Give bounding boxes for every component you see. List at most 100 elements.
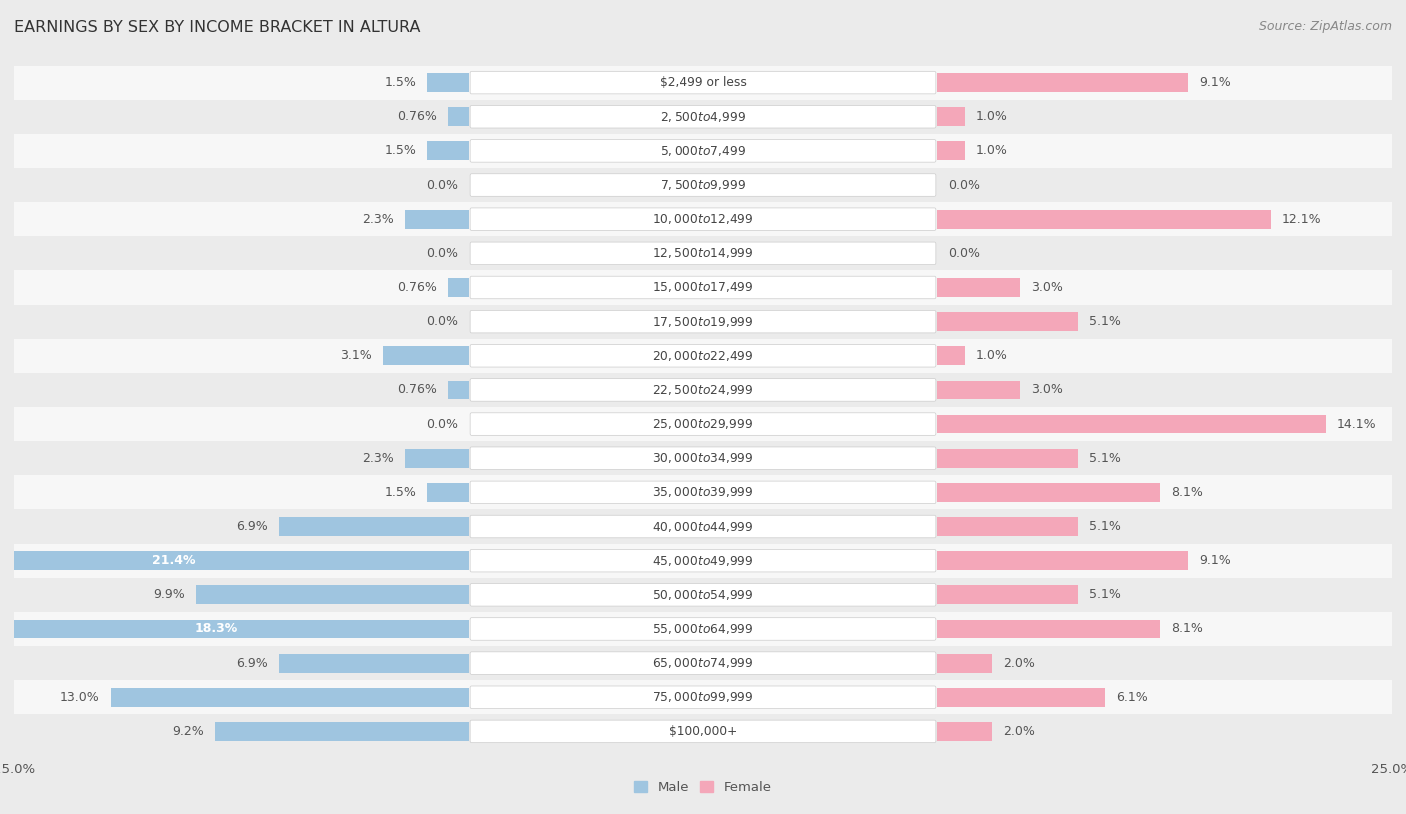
Bar [14,168,1392,202]
Bar [14,65,1392,99]
Bar [0,619,468,638]
Text: 13.0%: 13.0% [59,691,100,704]
Bar [14,544,1392,578]
Text: $40,000 to $44,999: $40,000 to $44,999 [652,519,754,533]
Text: 0.0%: 0.0% [948,247,980,260]
Bar [938,278,1019,297]
Bar [938,449,1078,467]
Text: 9.9%: 9.9% [153,589,186,602]
Bar [427,483,468,501]
Bar [215,722,468,741]
FancyBboxPatch shape [470,106,936,128]
Bar [14,441,1392,475]
Text: $55,000 to $64,999: $55,000 to $64,999 [652,622,754,636]
Bar [14,475,1392,510]
Bar [449,278,468,297]
FancyBboxPatch shape [470,515,936,538]
Text: 2.0%: 2.0% [1004,725,1035,738]
FancyBboxPatch shape [470,584,936,606]
Text: EARNINGS BY SEX BY INCOME BRACKET IN ALTURA: EARNINGS BY SEX BY INCOME BRACKET IN ALT… [14,20,420,35]
Bar [938,619,1160,638]
Text: $2,499 or less: $2,499 or less [659,76,747,89]
Bar [278,517,468,536]
Bar [111,688,468,707]
FancyBboxPatch shape [470,276,936,299]
FancyBboxPatch shape [470,413,936,435]
FancyBboxPatch shape [470,242,936,265]
Text: $65,000 to $74,999: $65,000 to $74,999 [652,656,754,670]
Bar [14,270,1392,304]
Text: 1.0%: 1.0% [976,144,1008,157]
FancyBboxPatch shape [470,72,936,94]
Text: $35,000 to $39,999: $35,000 to $39,999 [652,485,754,499]
Bar [938,380,1019,400]
Text: $10,000 to $12,499: $10,000 to $12,499 [652,212,754,226]
Bar [938,313,1078,331]
Text: 9.2%: 9.2% [173,725,204,738]
Bar [14,510,1392,544]
FancyBboxPatch shape [470,208,936,230]
Text: $15,000 to $17,499: $15,000 to $17,499 [652,281,754,295]
Text: 0.76%: 0.76% [396,281,437,294]
Text: 0.0%: 0.0% [948,178,980,191]
Text: 21.4%: 21.4% [152,554,195,567]
Bar [938,517,1078,536]
Bar [405,210,468,229]
Text: 2.3%: 2.3% [363,212,394,225]
FancyBboxPatch shape [470,720,936,742]
Bar [449,380,468,400]
FancyBboxPatch shape [470,618,936,641]
Bar [938,142,965,160]
Bar [384,347,468,365]
Text: 9.1%: 9.1% [1199,554,1230,567]
FancyBboxPatch shape [470,652,936,674]
Text: 9.1%: 9.1% [1199,76,1230,89]
Text: 0.0%: 0.0% [426,315,458,328]
Text: $5,000 to $7,499: $5,000 to $7,499 [659,144,747,158]
Text: 0.0%: 0.0% [426,178,458,191]
Bar [938,585,1078,604]
Text: 3.0%: 3.0% [1031,383,1063,396]
Bar [427,73,468,92]
Text: 0.76%: 0.76% [396,110,437,123]
FancyBboxPatch shape [470,344,936,367]
Bar [938,483,1160,501]
Text: 8.1%: 8.1% [1171,623,1204,636]
FancyBboxPatch shape [470,379,936,401]
Text: $30,000 to $34,999: $30,000 to $34,999 [652,451,754,466]
Text: 3.1%: 3.1% [340,349,373,362]
Bar [14,578,1392,612]
Text: 6.9%: 6.9% [236,520,267,533]
Text: $17,500 to $19,999: $17,500 to $19,999 [652,315,754,329]
Bar [14,236,1392,270]
Bar [938,107,965,126]
Bar [938,722,993,741]
Text: $25,000 to $29,999: $25,000 to $29,999 [652,417,754,431]
Text: 6.9%: 6.9% [236,657,267,670]
Text: 12.1%: 12.1% [1282,212,1322,225]
Text: $2,500 to $4,999: $2,500 to $4,999 [659,110,747,124]
Text: 1.0%: 1.0% [976,110,1008,123]
FancyBboxPatch shape [470,686,936,708]
Text: $45,000 to $49,999: $45,000 to $49,999 [652,554,754,567]
Text: 0.0%: 0.0% [426,418,458,431]
Bar [405,449,468,467]
Text: 1.0%: 1.0% [976,349,1008,362]
Bar [938,414,1326,434]
Bar [14,339,1392,373]
Bar [14,373,1392,407]
Bar [938,551,1188,570]
Bar [195,585,468,604]
Text: 14.1%: 14.1% [1337,418,1376,431]
FancyBboxPatch shape [470,140,936,162]
Text: $22,500 to $24,999: $22,500 to $24,999 [652,383,754,397]
Text: 2.0%: 2.0% [1004,657,1035,670]
Bar [14,133,1392,168]
Text: $20,000 to $22,499: $20,000 to $22,499 [652,348,754,363]
Bar [427,142,468,160]
Bar [14,681,1392,715]
Text: $7,500 to $9,999: $7,500 to $9,999 [659,178,747,192]
Bar [938,73,1188,92]
Bar [14,407,1392,441]
Bar [938,210,1271,229]
